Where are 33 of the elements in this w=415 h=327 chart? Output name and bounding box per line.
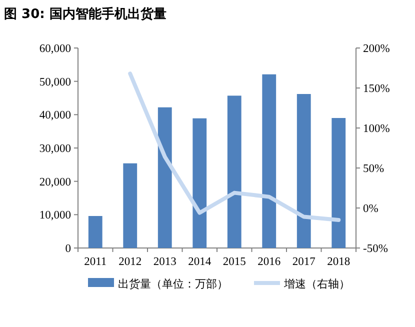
y-tick-label: 10,000 (39, 210, 72, 222)
y-tick-label: 50,000 (39, 76, 72, 88)
bar (262, 74, 276, 248)
line-series (128, 72, 341, 222)
y2-tick-label: 100% (363, 123, 390, 135)
y2-tick-label: -50% (363, 243, 388, 255)
x-tick-label: 2011 (84, 256, 107, 268)
legend-label: 出货量（单位：万部） (118, 278, 228, 290)
x-tick-label: 2014 (188, 256, 212, 268)
y2-tick-label: 50% (363, 163, 384, 175)
x-tick-label: 2017 (292, 256, 316, 268)
legend-label: 增速（右轴） (283, 278, 350, 290)
y2-tick-label: 200% (363, 43, 390, 55)
bar (296, 94, 311, 248)
chart-title: 图 30: 国内智能手机出货量 (4, 6, 166, 22)
y2-tick-label: 0% (363, 203, 379, 215)
bar (192, 118, 207, 248)
bar (123, 163, 138, 248)
y-tick-label: 60,000 (39, 43, 72, 55)
x-tick-label: 2018 (327, 256, 350, 268)
y2-tick-label: 150% (363, 83, 390, 95)
x-tick-label: 2012 (118, 256, 142, 268)
bar (88, 216, 102, 248)
x-tick-label: 2015 (222, 256, 246, 268)
bar (158, 107, 172, 248)
x-tick-label: 2016 (258, 256, 281, 268)
bar (227, 96, 242, 248)
y-tick-label: 0 (65, 243, 72, 255)
x-tick-label: 2013 (153, 256, 177, 268)
bar (332, 118, 346, 248)
y-tick-label: 20,000 (39, 176, 72, 188)
y-tick-label: 30,000 (39, 143, 72, 155)
y-tick-label: 40,000 (39, 110, 72, 122)
